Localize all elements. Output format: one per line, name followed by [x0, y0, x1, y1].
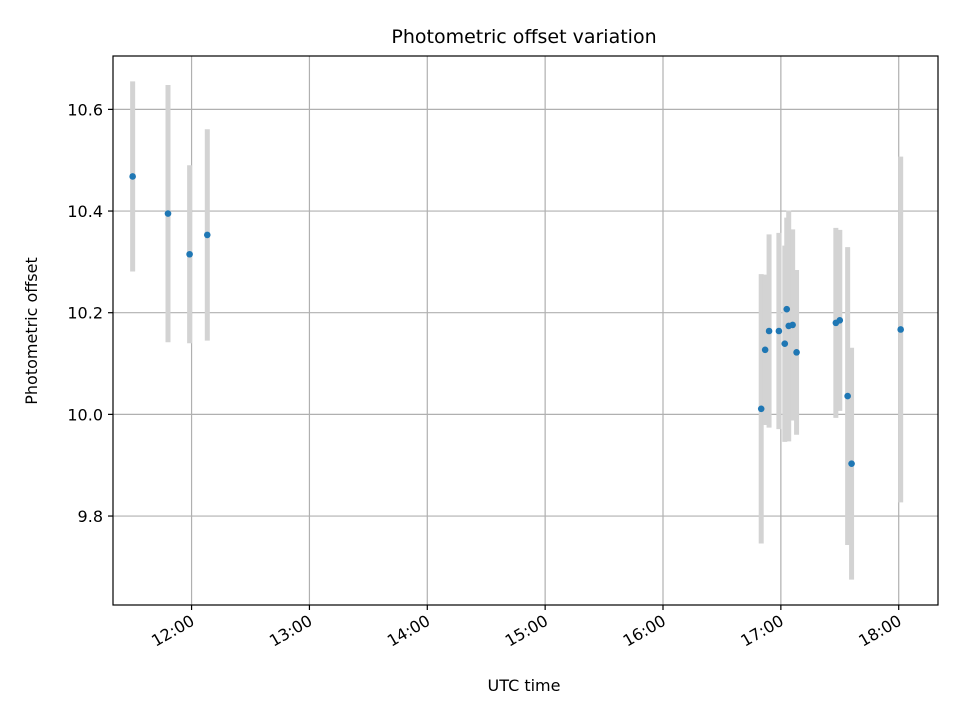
y-axis-ticks: 9.8 10.0 10.2 10.4 10.6 — [67, 100, 113, 526]
data-point — [783, 305, 791, 313]
plot-area-frame — [112, 55, 939, 606]
data-point — [129, 173, 136, 180]
data-point — [848, 460, 855, 467]
chart-title: Photometric offset variation — [391, 26, 656, 48]
data-point — [793, 349, 800, 356]
data-point — [781, 340, 789, 348]
data-point — [186, 250, 193, 258]
y-axis-title: Photometric offset — [22, 257, 41, 405]
data-point — [765, 327, 773, 335]
data-point — [761, 346, 769, 354]
data-points — [129, 173, 904, 467]
data-point — [836, 317, 844, 324]
y-tick-label: 10.6 — [67, 100, 103, 119]
data-point — [844, 392, 851, 400]
data-point — [757, 405, 765, 413]
data-point — [897, 326, 904, 333]
y-tick-label: 9.8 — [78, 507, 103, 526]
x-axis-title: UTC time — [488, 676, 561, 695]
data-point — [775, 327, 783, 335]
y-tick-label: 10.0 — [67, 405, 103, 424]
data-point — [789, 321, 796, 329]
y-tick-label: 10.2 — [67, 304, 103, 323]
data-point — [164, 210, 172, 217]
y-tick-label: 10.4 — [67, 202, 103, 221]
data-point — [203, 231, 211, 239]
